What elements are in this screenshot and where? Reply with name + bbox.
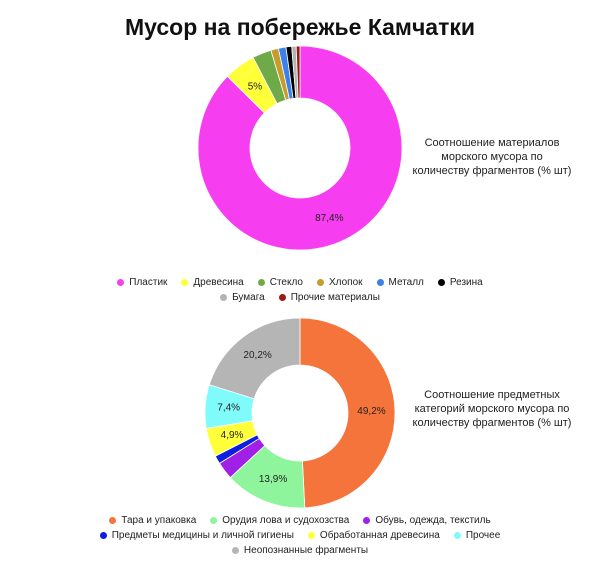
legend-swatch — [181, 279, 189, 286]
legend-item: Резина — [437, 277, 483, 288]
legend-item: Обувь, одежда, текстиль — [363, 515, 491, 526]
title: Мусор на побережье Камчатки — [124, 14, 476, 40]
legend-item: Орудия лова и судохозства — [210, 515, 349, 526]
legend-label: Бумага — [232, 292, 265, 303]
legend-label: Прочие материалы — [290, 292, 380, 303]
value-label: 49,2% — [357, 406, 385, 417]
legend-label: Обувь, одежда, текстиль — [375, 515, 491, 526]
legend-label: Стекло — [269, 277, 303, 288]
legend-item: Пластик — [117, 277, 167, 288]
legend-item: Тара и упаковка — [109, 515, 196, 526]
chart-subtitle: Соотношение предметных категорий морског… — [412, 389, 572, 429]
legend-swatch — [363, 517, 371, 524]
legend-swatch — [99, 532, 107, 539]
value-label: 13,9% — [259, 474, 287, 485]
donut-slice — [208, 317, 301, 400]
donut-slice — [197, 45, 403, 251]
legend: Пластик Древесина Стекло Хлопок Металл Резина… — [100, 277, 500, 303]
legend-swatch — [307, 532, 315, 539]
legend-swatch — [376, 279, 384, 286]
legend-item: Прочее — [453, 530, 501, 541]
legend-item: Бумага — [220, 292, 265, 303]
value-label: 87,4% — [315, 213, 343, 224]
value-label: 7,4% — [217, 403, 240, 414]
legend-label: Древесина — [193, 277, 244, 288]
legend-item: Предметы медицины и личной гигиены — [99, 530, 294, 541]
chart-subtitle: Соотношение материалов морского мусора п… — [412, 137, 572, 177]
legend-label: Неопознанные фрагменты — [243, 545, 369, 556]
legend-label: Пластик — [129, 277, 168, 288]
legend: Тара и упаковка Орудия лова и судохозства… — [90, 515, 510, 556]
legend-swatch — [220, 294, 228, 301]
legend-swatch — [278, 294, 286, 301]
value-label: 5% — [248, 81, 263, 92]
legend-swatch — [210, 517, 218, 524]
legend-label: Хлопок — [328, 277, 363, 288]
legend-label: Тара и упаковка — [121, 515, 197, 526]
donut-slice — [295, 45, 301, 99]
legend-item: Металл — [376, 277, 424, 288]
legend-item: Обработанная древесина — [307, 530, 440, 541]
legend-label: Предметы медицины и личной гигиены — [111, 530, 294, 541]
legend-item: Стекло — [257, 277, 303, 288]
legend-swatch — [453, 532, 461, 539]
donut-slice — [299, 317, 396, 509]
legend-item: Неопознанные фрагменты — [231, 545, 369, 556]
legend-swatch — [231, 547, 239, 554]
legend-swatch — [316, 279, 324, 286]
legend-swatch — [109, 517, 117, 524]
legend-swatch — [117, 279, 125, 286]
legend-item: Прочие материалы — [278, 292, 380, 303]
legend-label: Металл — [388, 277, 424, 288]
legend-swatch — [437, 279, 445, 286]
legend-label: Орудия лова и судохозства — [222, 515, 350, 526]
legend-label: Прочее — [465, 530, 501, 541]
legend-swatch — [257, 279, 265, 286]
legend-label: Обработанная древесина — [319, 530, 440, 541]
legend-item: Хлопок — [316, 277, 363, 288]
legend-item: Древесина — [181, 277, 244, 288]
value-label: 20,2% — [243, 350, 271, 361]
value-label: 4,9% — [221, 430, 244, 441]
legend-label: Резина — [449, 277, 483, 288]
